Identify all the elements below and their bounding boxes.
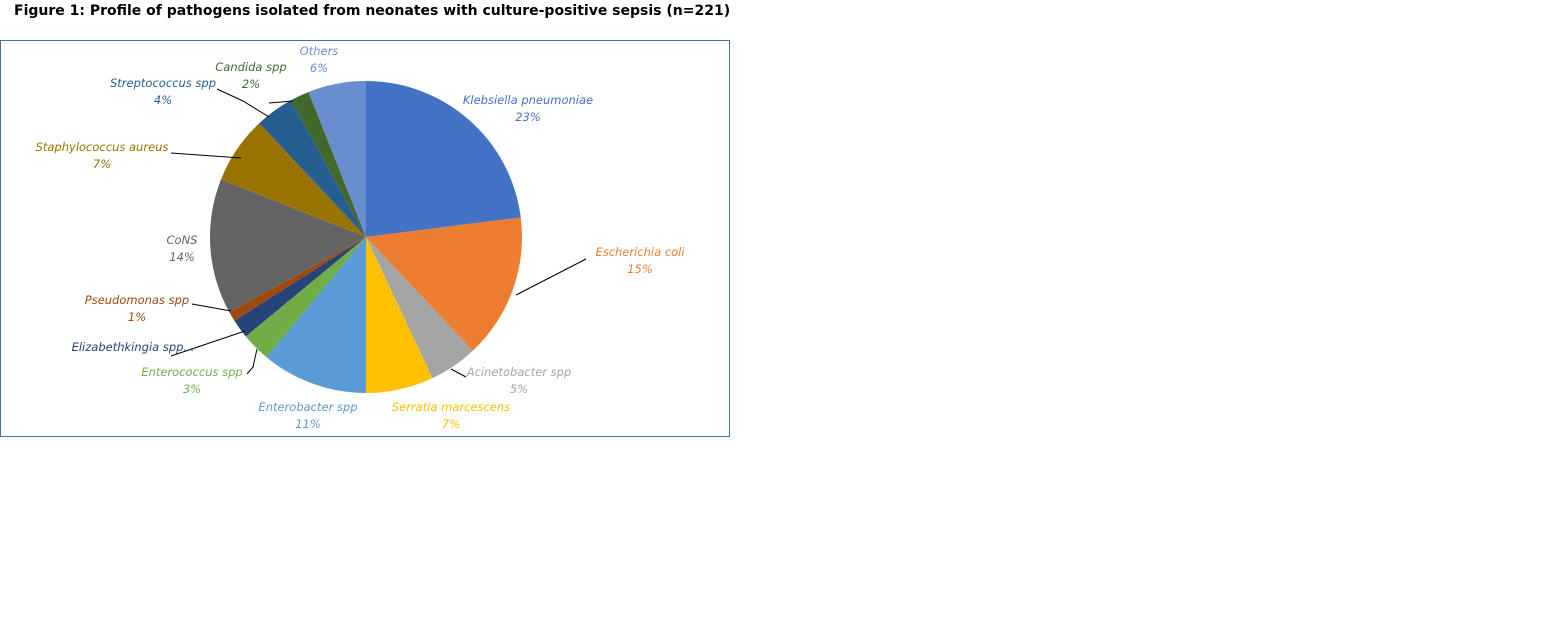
data-label-enterobacter-spp: Enterobacter spp 11% — [258, 400, 357, 431]
leader-line — [515, 258, 587, 296]
slice-name: Streptococcus spp — [110, 76, 216, 90]
pie-slice-streptococcus-spp — [259, 100, 366, 237]
slice-name: Enterobacter spp — [258, 400, 357, 414]
slice-percent: 23% — [515, 110, 541, 124]
pie-slice-others — [308, 81, 366, 237]
slice-name: Pseudomonas spp — [85, 293, 189, 307]
pie-slice-staphylococcus-aureus — [220, 123, 366, 237]
slice-percent: 3% — [183, 382, 201, 396]
slice-percent: 11% — [295, 417, 321, 431]
slice-percent: 4% — [154, 93, 172, 107]
pie-slice-enterobacter-spp — [266, 237, 366, 393]
slice-name: Candida spp — [215, 60, 286, 74]
data-label-acinetobacter-spp: Acinetobacter spp 5% — [466, 365, 572, 396]
data-label-elizabethkingia-spp: Elizabethkingia spp... — [72, 340, 195, 354]
slice-name: Klebsiella pneumoniae — [463, 93, 593, 107]
data-label-serratia-marcescens: Serratia marcescens 7% — [392, 400, 510, 431]
figure-title: Figure 1: Profile of pathogens isolated … — [14, 3, 731, 19]
slice-name: Staphylococcus aureus — [36, 140, 169, 154]
slice-percent: 15% — [627, 262, 653, 276]
pie-slice-escherichia-coli — [366, 217, 523, 351]
data-label-streptococcus-spp: Streptococcus spp 4% — [110, 76, 216, 107]
pie-slice-klebsiella-pneumoniae — [366, 81, 521, 237]
data-label-escherichia-coli: Escherichia coli 15% — [595, 245, 685, 276]
leader-line — [170, 152, 242, 159]
slice-name: Acinetobacter spp — [466, 365, 572, 379]
slice-name: Others — [300, 44, 339, 58]
pie-slice-candida-spp — [290, 91, 366, 237]
leader-line — [268, 100, 294, 104]
data-label-staphylococcus-aureus: Staphylococcus aureus 7% — [36, 140, 169, 171]
pie-chart: Klebsiella pneumoniae 23% Escherichia coli… — [36, 44, 686, 431]
leader-line — [246, 348, 258, 375]
leader-line — [450, 368, 467, 378]
slice-percent: 1% — [128, 310, 146, 324]
data-label-pseudomonas-spp: Pseudomonas spp 1% — [85, 293, 189, 324]
pie-slice-serratia-marcescens — [366, 237, 433, 393]
slice-name: Escherichia coli — [595, 245, 685, 259]
pie-slice-cons — [209, 179, 366, 313]
slice-name: Enterococcus spp — [141, 365, 242, 379]
slice-name: Serratia marcescens — [392, 400, 510, 414]
slice-percent: 7% — [93, 157, 111, 171]
chart-area: Klebsiella pneumoniae 23% Escherichia coli… — [0, 40, 730, 437]
pie-slice-acinetobacter-spp — [366, 237, 473, 379]
pie-slice-pseudomonas-spp — [229, 237, 366, 321]
pie-slice-enterococcus-spp — [245, 237, 366, 358]
data-label-others: Others 6% — [300, 44, 339, 75]
leader-line — [216, 88, 270, 118]
slice-name: CoNS — [167, 233, 198, 247]
slice-percent: 6% — [310, 61, 328, 75]
data-label-candida-spp: Candida spp 2% — [215, 60, 286, 91]
data-label-klebsiella-pneumoniae: Klebsiella pneumoniae 23% — [463, 93, 593, 124]
slice-percent: 5% — [510, 382, 528, 396]
slice-name: Elizabethkingia spp... — [72, 340, 195, 354]
slice-percent: 2% — [242, 77, 260, 91]
leader-line — [170, 330, 246, 357]
slice-percent: 7% — [442, 417, 460, 431]
data-label-enterococcus-spp: Enterococcus spp 3% — [141, 365, 242, 396]
leader-line — [191, 303, 232, 312]
slice-percent: 14% — [169, 250, 195, 264]
data-label-cons: CoNS 14% — [167, 233, 198, 264]
pie-slice-elizabethkingia-spp — [234, 237, 366, 337]
